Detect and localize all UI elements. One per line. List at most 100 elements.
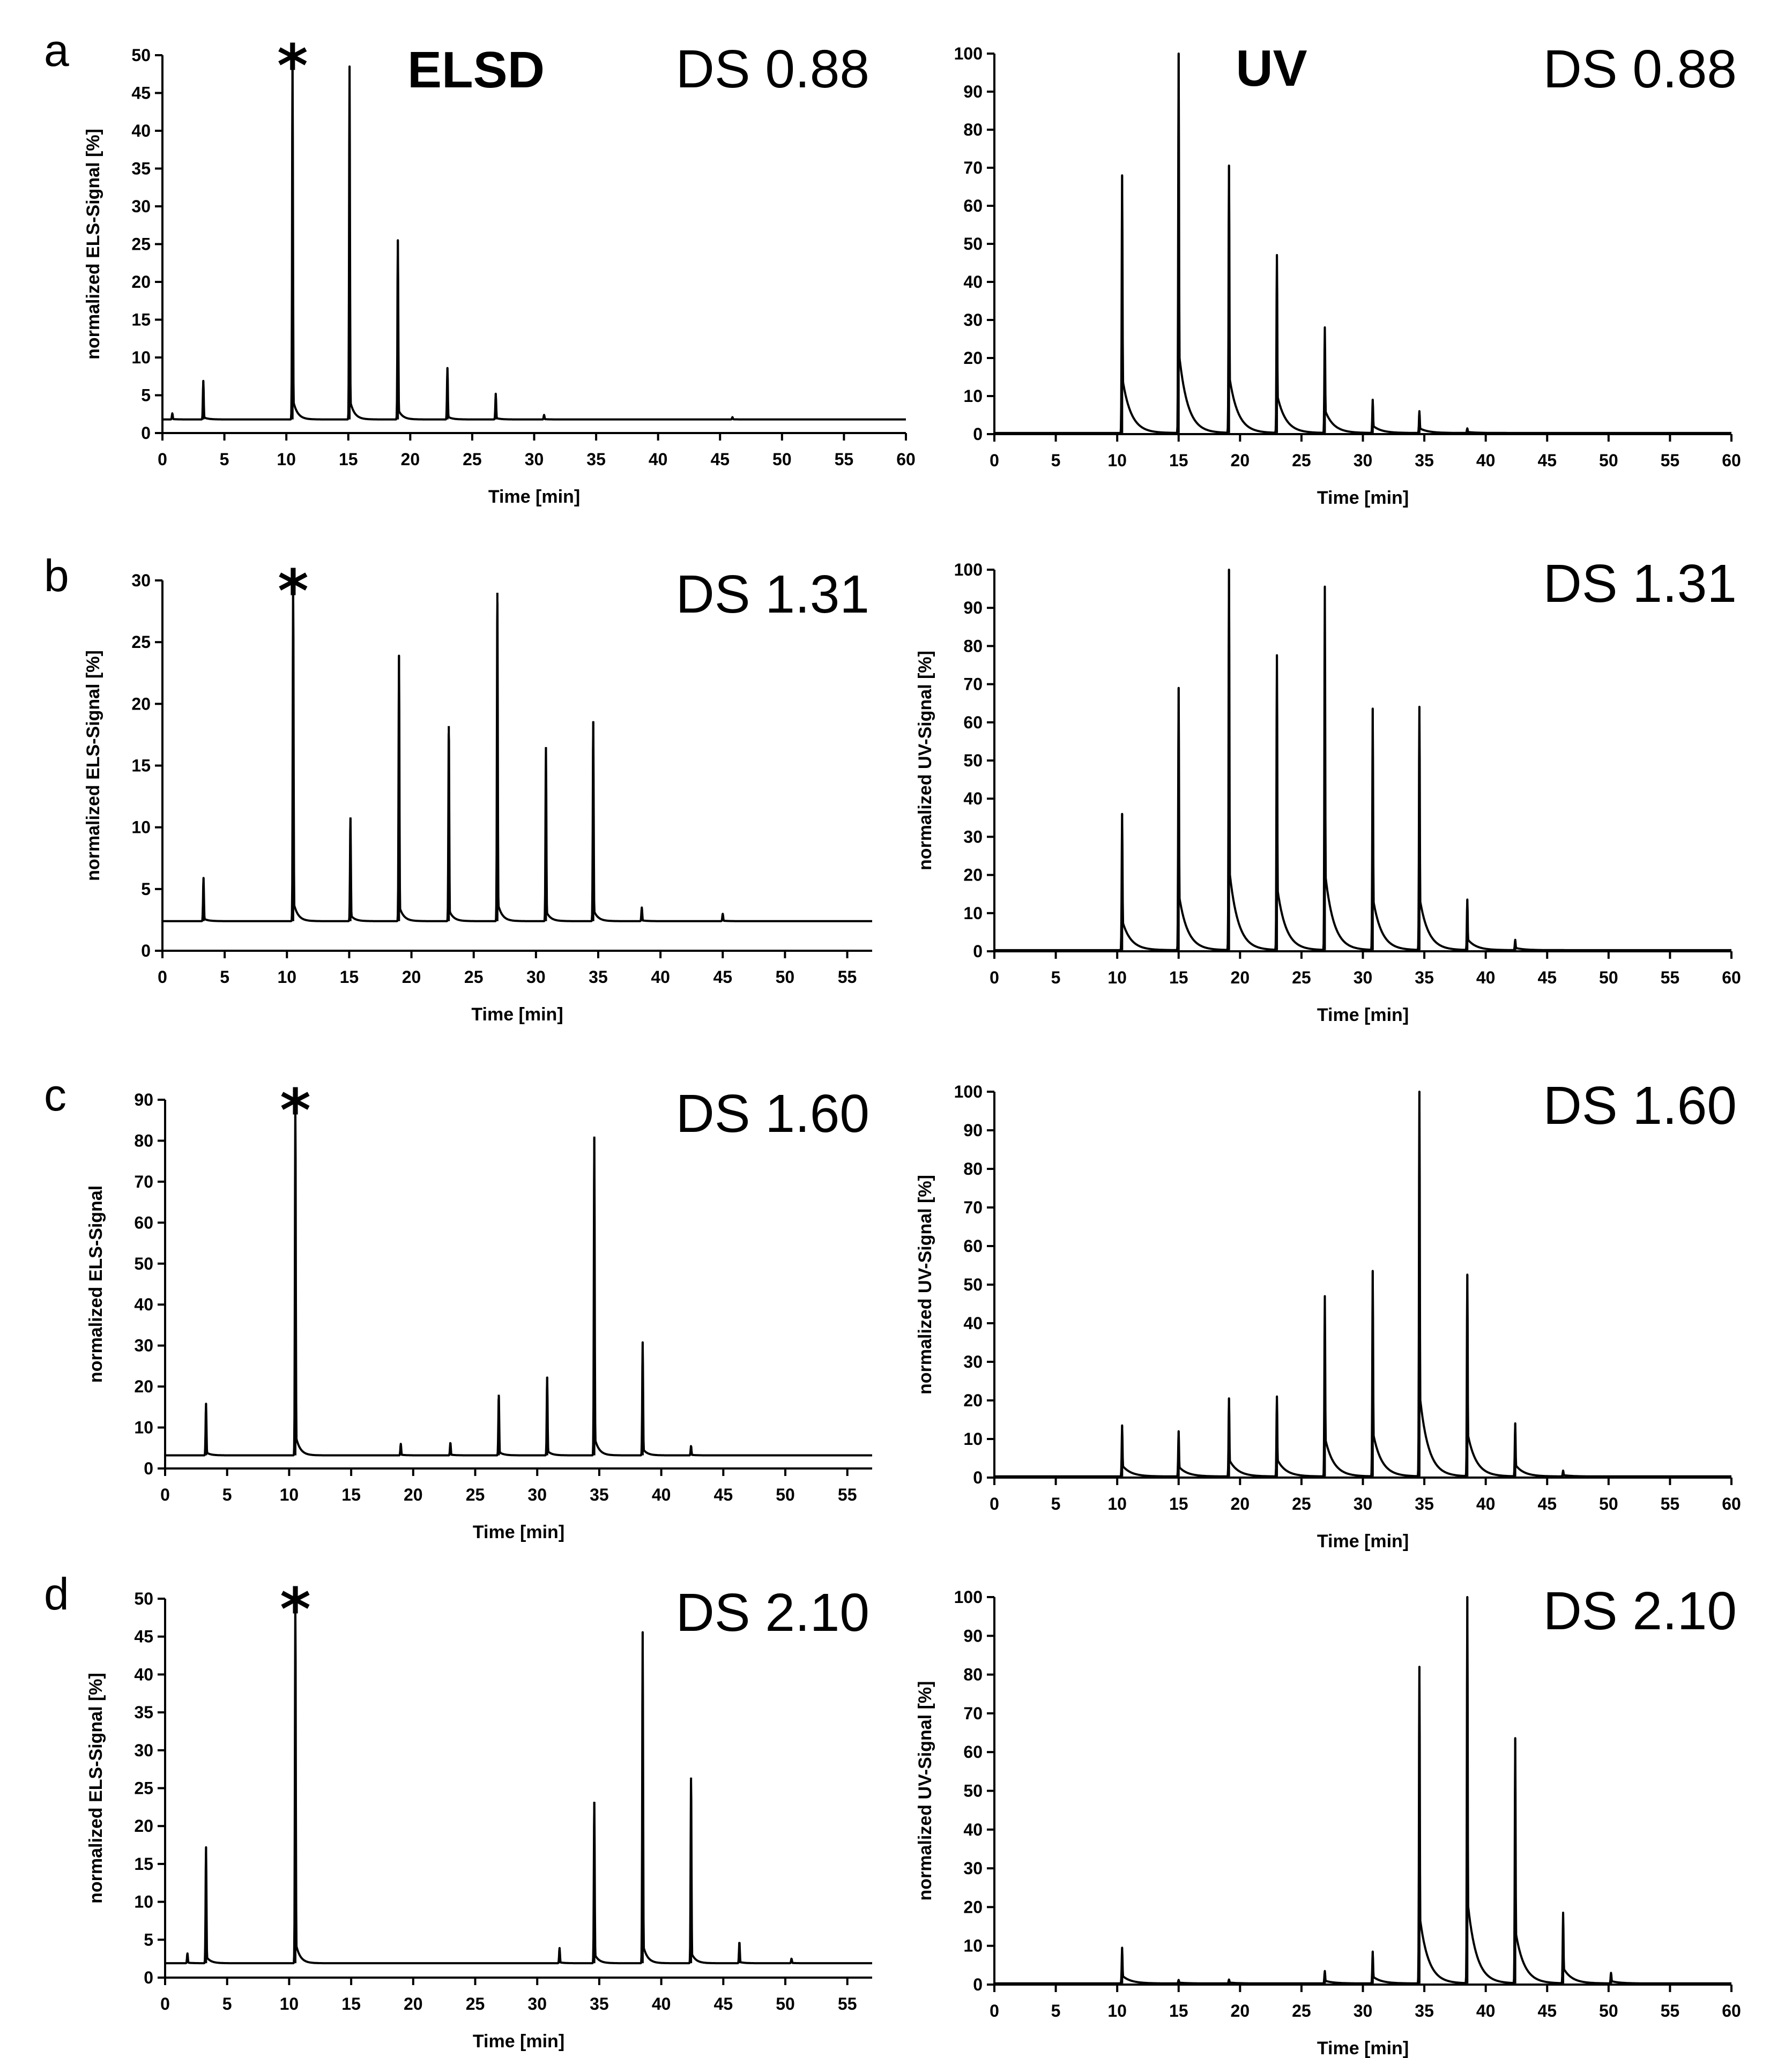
y-axis-title: normalized UV-Signal [%] [915,651,935,870]
x-tick-label: 0 [990,968,999,987]
y-tick-label: 0 [144,1459,153,1478]
y-tick-label: 0 [973,1975,983,1994]
x-tick-label: 10 [277,450,296,469]
x-tick-label: 30 [1354,1494,1373,1513]
y-tick-label: 40 [134,1665,153,1684]
x-axis-title: Time [min] [473,2031,564,2052]
y-tick-label: 90 [963,598,983,617]
y-tick-label: 100 [954,44,983,63]
y-tick-label: 70 [963,675,983,694]
x-tick-label: 50 [772,450,792,469]
x-tick-label: 30 [1354,2001,1373,2020]
y-tick-label: 70 [134,1172,153,1191]
y-tick-label: 60 [963,196,983,215]
x-tick-label: 40 [649,450,668,469]
y-tick-label: 30 [963,1859,983,1878]
x-tick-label: 50 [1599,1494,1618,1513]
y-tick-label: 30 [131,197,151,216]
y-tick-label: 50 [963,234,983,253]
x-tick-label: 10 [1107,1494,1127,1513]
x-tick-label: 35 [1415,451,1434,470]
x-axis-title: Time [min] [488,487,580,507]
y-tick-label: 0 [141,941,151,960]
x-tick-label: 50 [776,1485,795,1504]
y-tick-label: 15 [131,310,151,330]
y-tick-label: 5 [144,1930,153,1949]
x-tick-label: 0 [990,1494,999,1513]
x-tick-label: 35 [1415,2001,1434,2020]
x-tick-label: 30 [525,450,544,469]
y-tick-label: 80 [963,1665,983,1684]
y-tick-label: 20 [131,694,151,713]
y-tick-label: 25 [131,235,151,254]
y-tick-label: 30 [963,310,983,330]
chromatogram-trace [161,580,873,922]
y-tick-label: 10 [963,1429,983,1449]
y-tick-label: 60 [963,1742,983,1762]
ds-label: DS 1.31 [1543,554,1737,614]
x-tick-label: 40 [652,1994,671,2014]
x-tick-label: 15 [341,1994,361,2014]
y-tick-label: 20 [134,1377,153,1396]
y-tick-label: 0 [973,424,983,444]
x-tick-label: 25 [466,1485,485,1504]
x-tick-label: 0 [990,2001,999,2020]
x-tick-label: 60 [1722,968,1741,987]
y-tick-label: 40 [963,789,983,808]
y-tick-label: 30 [131,571,151,590]
chromatogram-trace [161,54,907,421]
x-tick-label: 10 [1107,451,1127,470]
x-tick-label: 0 [158,450,167,469]
y-tick-label: 60 [963,713,983,732]
y-tick-label: 80 [134,1131,153,1150]
x-tick-label: 25 [1292,1494,1311,1513]
y-tick-label: 40 [963,272,983,292]
y-tick-label: 70 [963,158,983,177]
asterisk-marker: * [280,1575,311,1644]
y-tick-label: 80 [963,636,983,655]
x-tick-label: 10 [280,1994,299,2014]
x-tick-label: 55 [838,1994,857,2014]
y-tick-label: 15 [131,756,151,776]
x-tick-label: 55 [1661,968,1680,987]
x-tick-label: 60 [1722,1494,1741,1513]
x-tick-label: 10 [1107,968,1127,987]
x-tick-label: 0 [160,1994,170,2014]
y-tick-label: 70 [963,1704,983,1723]
panel-letter: b [44,550,69,601]
chart-panel-2: 0 10 20 30 40 50 60 70 80 90 100 0 5 10 15 20 25 30 35 40 45… [954,39,1741,508]
y-tick-label: 10 [963,904,983,923]
y-tick-label: 80 [963,1159,983,1179]
x-axis-title: Time [min] [471,1004,563,1025]
y-tick-label: 100 [954,1587,983,1607]
x-tick-label: 25 [1292,451,1311,470]
x-axis-title: Time [min] [1317,1005,1409,1025]
y-tick-label: 5 [141,386,151,405]
y-tick-label: 50 [134,1589,153,1608]
x-tick-label: 15 [339,450,358,469]
x-tick-label: 40 [1476,968,1496,987]
y-tick-label: 40 [963,1820,983,1839]
x-tick-label: 35 [1415,968,1434,987]
y-tick-label: 30 [963,827,983,846]
chart-panel-8: 0 10 20 30 40 50 60 70 80 90 100 0 5 10 15 20 25 30 35 40 45… [915,1581,1741,2058]
ds-label: DS 0.88 [1543,39,1737,99]
x-tick-label: 20 [401,450,420,469]
y-tick-label: 30 [963,1352,983,1371]
y-tick-label: 0 [141,423,151,443]
x-tick-label: 30 [526,967,546,987]
x-tick-label: 40 [1476,451,1496,470]
x-tick-label: 15 [1169,451,1188,470]
x-tick-label: 35 [590,1994,609,2014]
x-tick-label: 50 [776,1994,795,2014]
y-tick-label: 10 [131,348,151,367]
x-tick-label: 55 [835,450,854,469]
x-tick-label: 30 [1354,968,1373,987]
x-tick-label: 55 [838,967,857,987]
y-tick-label: 90 [963,1121,983,1140]
x-tick-label: 55 [1661,1494,1680,1513]
chart-panel-6: 0 10 20 30 40 50 60 70 80 90 100 0 5 10 15 20 25 30 35 40 45… [915,1076,1741,1552]
y-tick-label: 20 [963,866,983,885]
x-tick-label: 5 [222,1994,232,2014]
